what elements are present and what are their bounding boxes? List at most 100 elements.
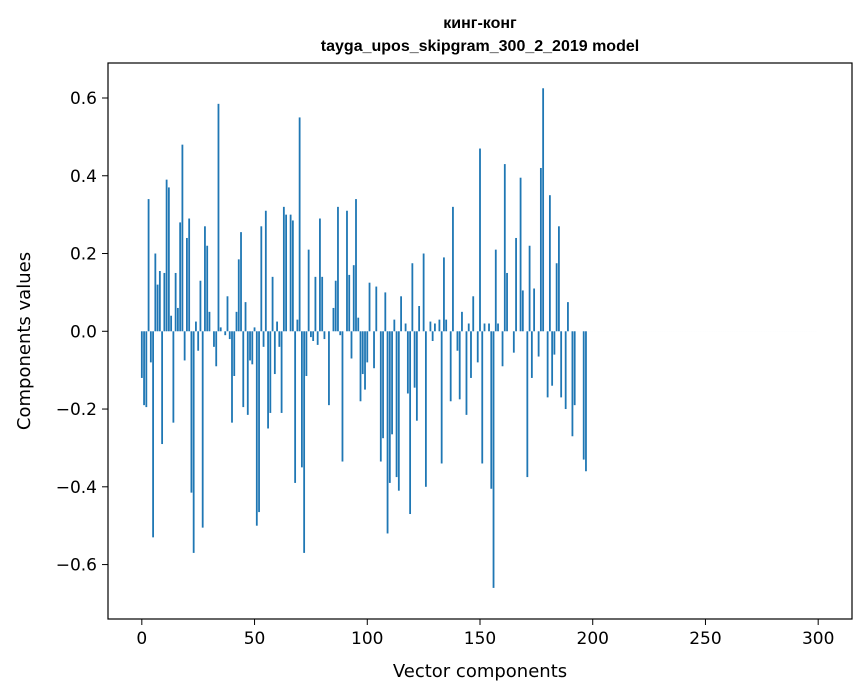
bar [348,274,351,332]
bar [379,331,382,462]
bar [339,331,342,336]
x-tick-label: 200 [577,629,609,649]
bar [156,284,159,332]
bar [571,331,574,437]
bar [438,319,441,332]
x-axis-ticks: 0 50 100 150 200 250 300 [136,619,834,649]
bar [490,331,493,489]
bar [456,331,459,351]
bar [361,331,364,375]
bar [271,276,274,332]
bar [231,331,233,423]
bar [431,331,434,341]
bar [501,331,504,367]
bar [244,302,247,332]
bar [226,296,229,332]
bar [242,331,245,408]
bar [255,331,258,526]
bar [280,331,283,413]
bar [337,206,339,332]
bar [328,331,330,406]
bar [409,331,412,515]
y-tick-label: −0.6 [56,556,97,576]
bar [542,88,545,332]
bar [149,331,152,363]
bar [163,272,166,332]
bar [555,263,558,332]
bar [503,164,506,332]
bar [217,103,220,332]
bar [366,331,369,363]
bar [494,249,497,332]
bar [560,331,563,398]
bar [359,331,362,402]
bar [258,331,260,513]
y-tick-label: −0.4 [56,478,97,498]
bar [161,331,164,445]
bar [368,282,371,332]
bar [154,253,157,332]
bar [458,331,461,400]
bar [391,331,393,435]
bar [564,331,567,410]
bar [355,199,357,332]
bar [526,331,529,478]
bar [204,226,206,332]
bar [357,317,360,332]
bar [553,331,556,355]
bar [332,307,335,332]
y-axis-ticks: −0.6 −0.4 −0.2 0.0 0.2 0.4 0.6 [56,89,108,576]
bar [429,321,432,332]
bar [530,331,533,378]
x-tick-label: 250 [689,629,721,649]
bar [183,331,186,361]
bar [176,307,179,332]
bar [582,331,585,460]
bar [404,323,407,332]
bar [539,167,542,332]
bar [251,331,254,365]
bar [375,286,378,332]
bar [386,331,389,534]
bar [174,272,177,332]
bar [190,331,193,493]
bar [321,276,324,332]
bar [364,331,366,390]
bar [303,331,306,553]
bar [310,331,312,338]
plot-frame [107,62,853,620]
y-axis-label: Components values [14,252,35,430]
bar [483,323,486,332]
bar [165,179,168,332]
bar [213,331,215,347]
bar [341,331,344,462]
bar [449,331,452,402]
bar [298,117,301,332]
bar [323,331,326,340]
bar [179,222,182,332]
bar [186,237,188,332]
bar [488,323,490,332]
bar [253,327,256,332]
bar [395,331,398,478]
bar [461,311,463,332]
bar [506,272,508,332]
bar [434,323,436,332]
bar [492,331,495,588]
bar [373,331,375,369]
bar [296,319,299,332]
x-tick-label: 0 [136,629,147,649]
chart-title: кинг-конг [443,15,517,32]
bar [152,331,154,538]
bar [406,331,409,394]
bar [314,276,317,332]
bar [233,331,236,376]
bar [558,226,560,332]
bar [476,331,479,363]
bar [307,249,310,332]
bar [291,220,294,332]
y-tick-label: 0.4 [70,167,97,187]
bar [393,319,396,332]
y-tick-label: 0.0 [70,322,97,342]
